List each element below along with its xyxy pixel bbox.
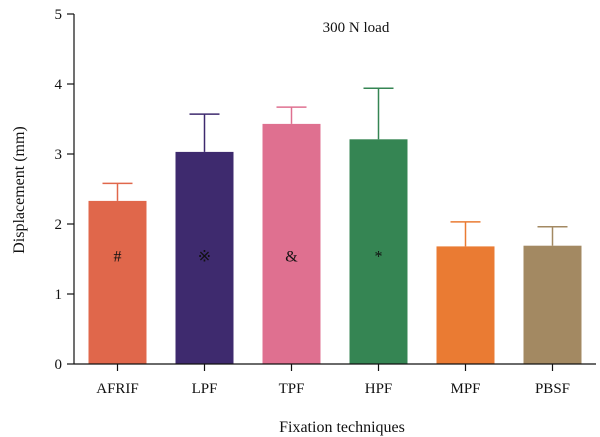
x-axis-label: Fixation techniques: [279, 419, 405, 436]
bar-lpf: [175, 151, 234, 364]
bars-layer: # ※ & *: [88, 87, 582, 365]
x-tick-label-mpf: MPF: [450, 381, 480, 397]
significance-marker-tpf: &: [285, 249, 298, 266]
significance-marker-afrif: #: [114, 249, 122, 266]
x-tick-label-hpf: HPF: [365, 381, 393, 397]
y-tick-label: 4: [55, 77, 63, 93]
x-tick-label-lpf: LPF: [192, 381, 218, 397]
chart-title: 300 N load: [323, 20, 390, 36]
x-tick-label-pbsf: PBSF: [535, 381, 570, 397]
y-axis-label: Displacement (mm): [11, 126, 28, 254]
y-tick-label: 2: [55, 217, 63, 233]
x-ticks: AFRIF LPF TPF HPF MPF PBSF: [96, 364, 570, 397]
bar-hpf: [349, 139, 408, 364]
bar-mpf: [436, 246, 495, 364]
bar-pbsf: [523, 245, 582, 364]
y-tick-label: 0: [55, 357, 63, 373]
y-tick-label: 1: [55, 287, 63, 303]
y-tick-label: 3: [55, 147, 63, 163]
x-tick-label-afrif: AFRIF: [96, 381, 139, 397]
bar-afrif: [88, 200, 147, 364]
bar-tpf: [262, 123, 321, 365]
significance-marker-lpf: ※: [198, 249, 211, 266]
y-ticks: 0 1 2 3 4 5: [55, 7, 74, 373]
significance-marker-hpf: *: [375, 249, 383, 266]
y-tick-label: 5: [55, 7, 63, 23]
x-tick-label-tpf: TPF: [279, 381, 305, 397]
